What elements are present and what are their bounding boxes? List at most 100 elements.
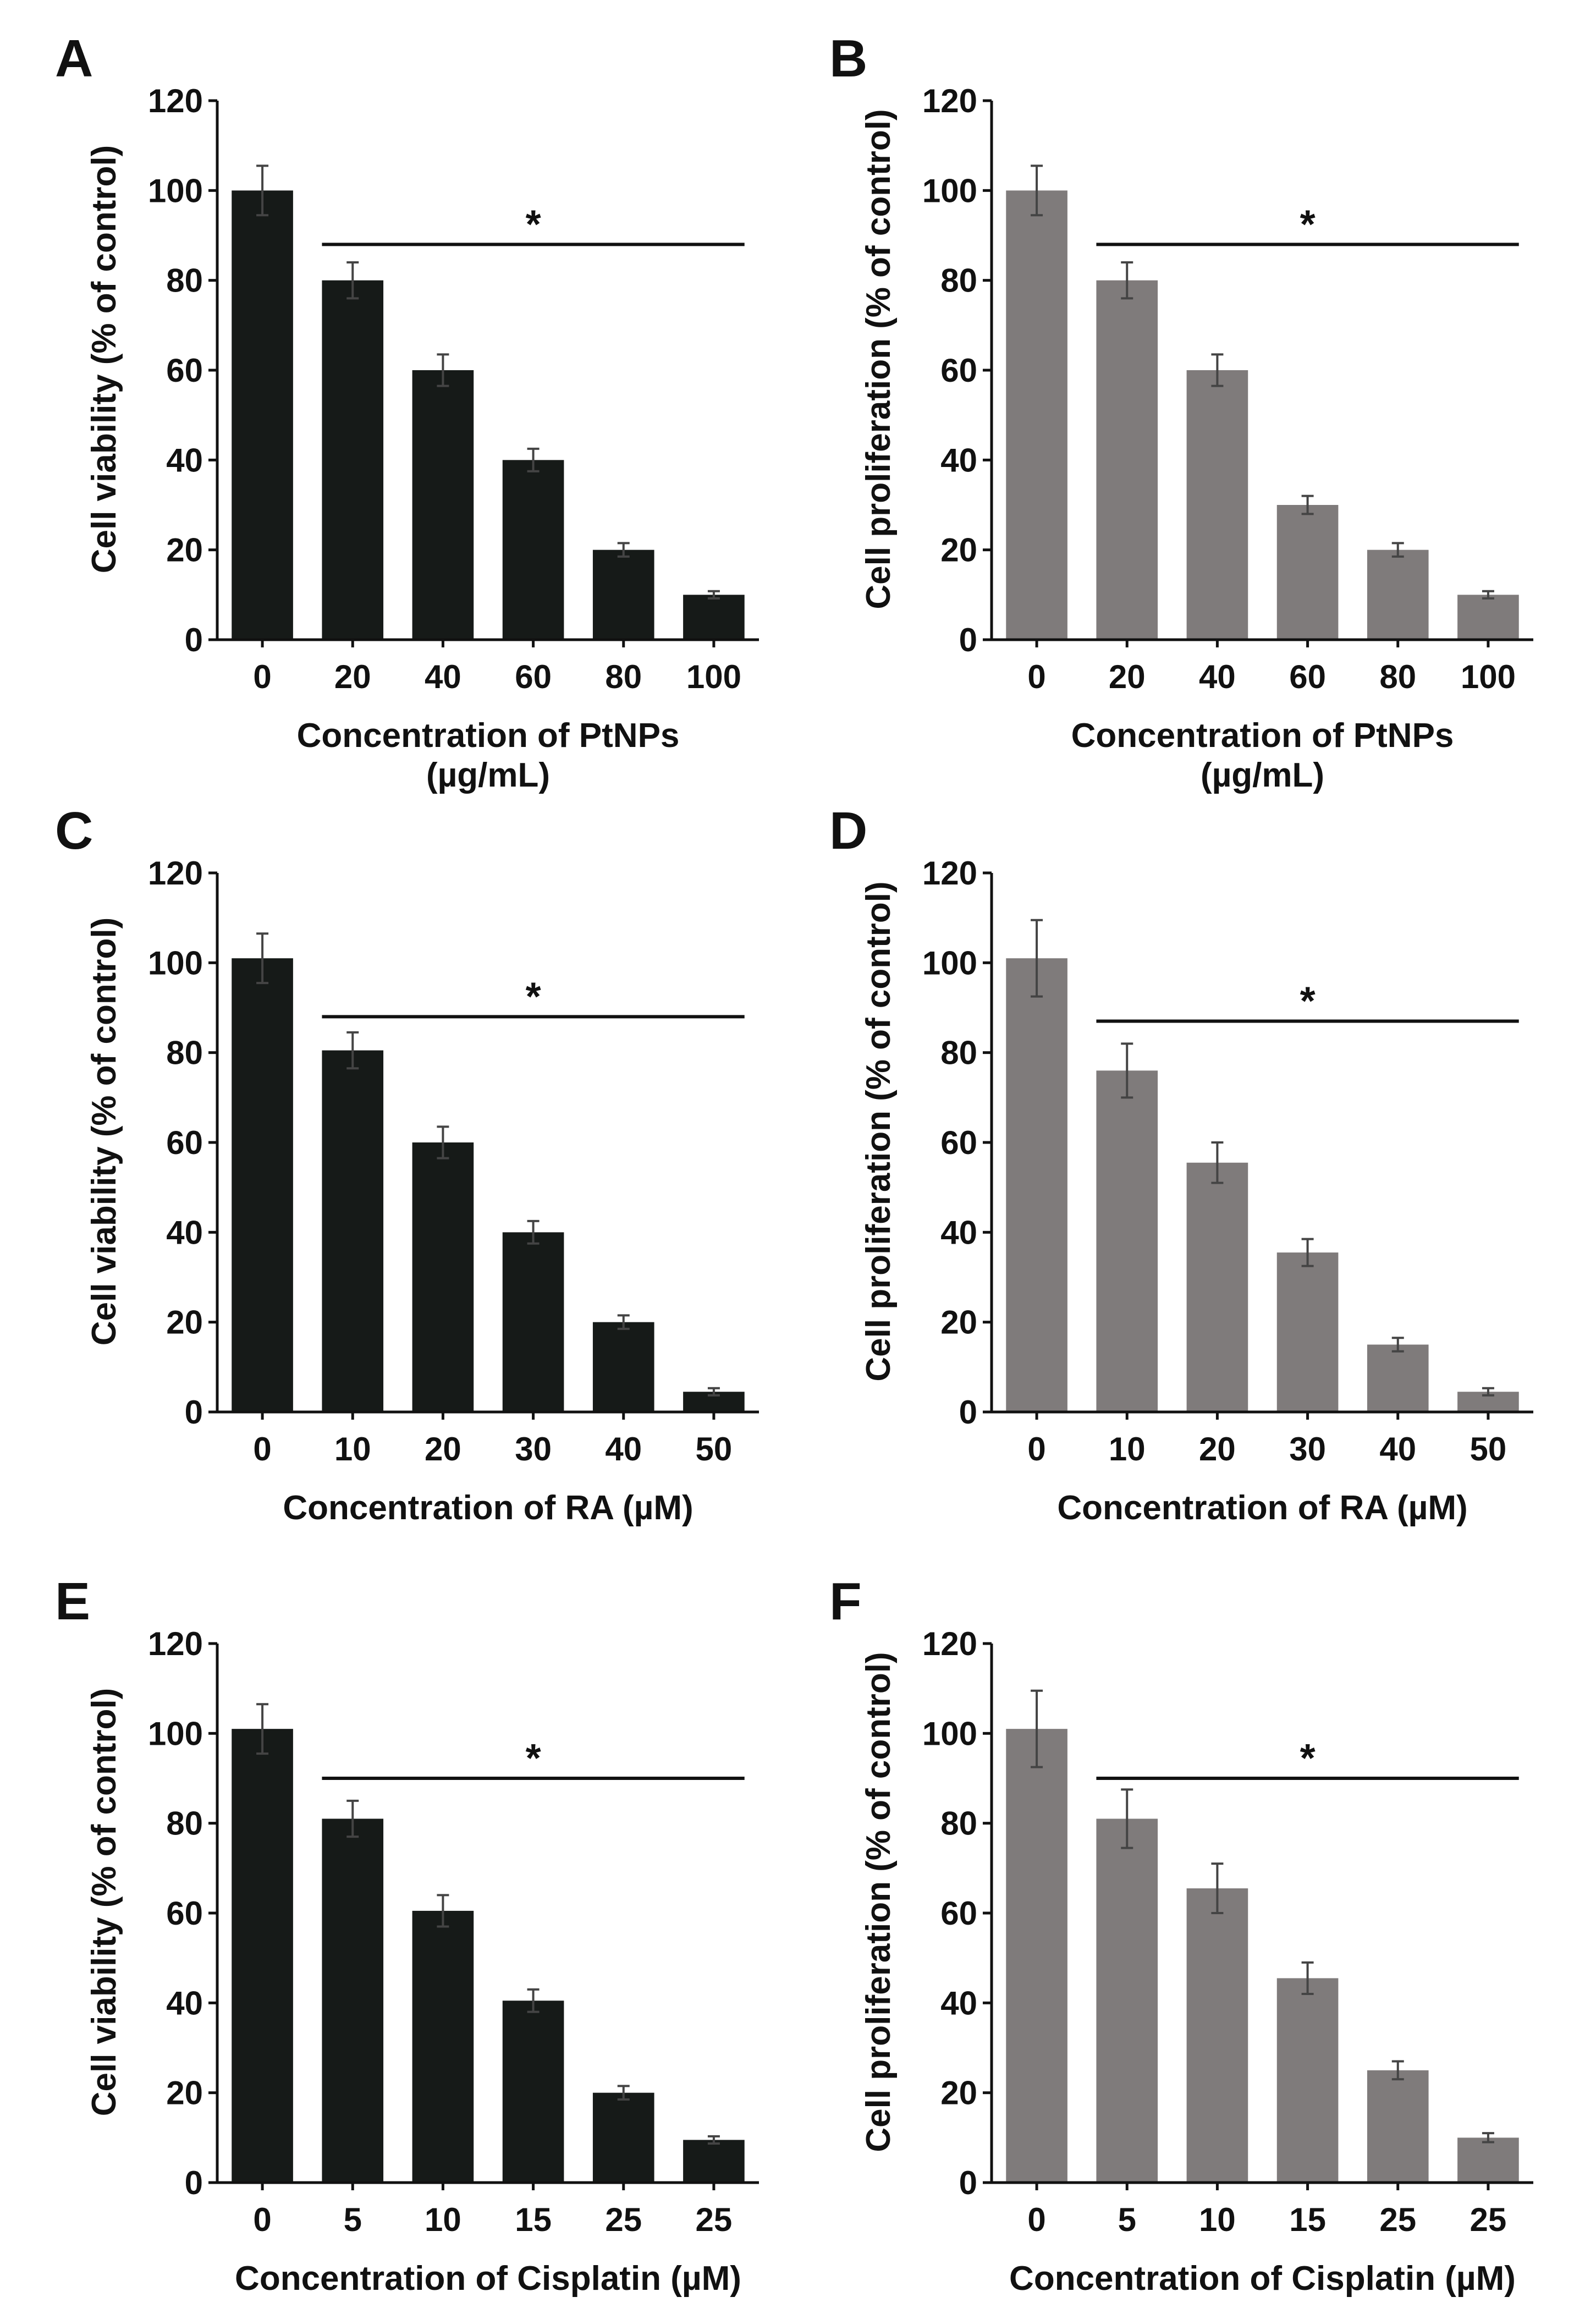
significance-star: *	[526, 975, 541, 1019]
y-tick-label: 80	[166, 1805, 203, 1842]
x-tick-label: 40	[605, 1431, 642, 1468]
y-tick-label: 120	[922, 83, 977, 119]
y-tick-label: 60	[940, 1895, 977, 1932]
y-tick-label: 100	[922, 172, 977, 209]
x-tick-label: 0	[1027, 2201, 1045, 2238]
bar	[412, 370, 474, 640]
bar	[1276, 505, 1339, 640]
x-tick-label: 25	[605, 2201, 642, 2238]
panel-e: E 0 5 10 15 25 25 0 20 40 60 80 100 120 Cell viability…	[55, 1572, 759, 2298]
x-axis-title: Concentration of Cisplatin (µM)	[235, 2260, 741, 2298]
x-tick-label: 60	[1289, 658, 1326, 695]
x-tick-label: 25	[1379, 2201, 1416, 2238]
y-tick-label: 100	[922, 944, 977, 981]
bar	[412, 1910, 474, 2183]
x-tick-label: 0	[253, 2201, 271, 2238]
x-axis-title: (µg/mL)	[1201, 756, 1324, 794]
x-tick-label: 40	[1379, 1431, 1416, 1468]
x-tick-label: 15	[515, 2201, 552, 2238]
y-tick-label: 120	[148, 83, 203, 119]
bar	[322, 1050, 384, 1412]
y-tick-label: 60	[166, 1124, 203, 1161]
y-tick-label: 120	[922, 1625, 977, 1662]
x-tick-label: 10	[1109, 1431, 1146, 1468]
bar	[1186, 1888, 1248, 2183]
bar	[1276, 1252, 1339, 1412]
bar	[1367, 549, 1429, 640]
significance-star: *	[526, 202, 541, 246]
panel-letter: F	[829, 1572, 862, 1631]
x-tick-label: 80	[1379, 658, 1416, 695]
y-tick-label: 120	[148, 855, 203, 892]
x-tick-label: 20	[334, 658, 371, 695]
x-axis-title: Concentration of PtNPs	[297, 717, 680, 755]
y-axis-title: Cell proliferation (% of control)	[860, 881, 898, 1381]
y-tick-label: 40	[166, 1985, 203, 2021]
y-tick-label: 80	[166, 262, 203, 299]
y-tick-label: 80	[940, 262, 977, 299]
x-tick-label: 30	[1289, 1431, 1326, 1468]
y-tick-label: 20	[940, 532, 977, 569]
bar	[502, 460, 564, 640]
y-tick-label: 60	[940, 352, 977, 389]
y-tick-label: 0	[185, 1394, 203, 1431]
bar	[1006, 190, 1067, 640]
panel-c: C 0 10 20 30 40 50 0 20 40 60 80 100 120 Cell viabilit…	[55, 801, 759, 1527]
x-tick-label: 0	[1027, 1431, 1045, 1468]
bar	[1457, 595, 1519, 640]
y-tick-label: 20	[166, 2075, 203, 2112]
bar	[683, 595, 745, 640]
y-axis-title: Cell viability (% of control)	[85, 917, 123, 1346]
x-tick-label: 0	[253, 658, 271, 695]
x-tick-label: 10	[1199, 2201, 1236, 2238]
x-tick-label: 5	[1118, 2201, 1136, 2238]
bar	[1006, 958, 1067, 1412]
bar	[502, 1232, 564, 1412]
x-tick-label: 20	[425, 1431, 461, 1468]
significance-star: *	[526, 1736, 541, 1781]
y-tick-label: 40	[166, 1214, 203, 1251]
significance-star: *	[1300, 1736, 1316, 1781]
y-axis-title: Cell proliferation (% of control)	[860, 109, 898, 609]
panel-b: B 0 20 40 60 80 100 0 20 40 60 80 100 120 Cell prolife…	[829, 29, 1533, 794]
y-tick-label: 120	[148, 1625, 203, 1662]
x-tick-label: 100	[686, 658, 741, 695]
y-axis-title: Cell proliferation (% of control)	[860, 1652, 898, 2152]
y-tick-label: 20	[940, 1304, 977, 1341]
bar	[1186, 1162, 1248, 1412]
x-axis-title: Concentration of Cisplatin (µM)	[1009, 2260, 1516, 2298]
x-tick-label: 25	[1470, 2201, 1507, 2238]
x-tick-label: 80	[605, 658, 642, 695]
x-tick-label: 0	[253, 1431, 271, 1468]
x-axis-title: (µg/mL)	[426, 756, 550, 794]
bar	[1006, 1729, 1067, 2183]
x-tick-label: 100	[1461, 658, 1516, 695]
y-tick-label: 40	[940, 442, 977, 479]
y-axis-title: Cell viability (% of control)	[85, 1688, 123, 2117]
y-tick-label: 100	[148, 944, 203, 981]
bar	[232, 1729, 293, 2183]
x-tick-label: 50	[1470, 1431, 1507, 1468]
bar	[592, 2092, 654, 2183]
y-tick-label: 0	[959, 2164, 977, 2201]
y-tick-label: 80	[940, 1035, 977, 1071]
bar	[232, 958, 293, 1412]
y-tick-label: 20	[940, 2075, 977, 2112]
x-axis-title: Concentration of PtNPs	[1071, 717, 1454, 755]
bar	[1096, 1070, 1158, 1412]
panel-a: A 0 20 40 60 80 100 0 20 40 60 80 100 120 Cell viabili…	[55, 29, 759, 794]
y-tick-label: 0	[185, 2164, 203, 2201]
x-axis-title: Concentration of RA (µM)	[1057, 1489, 1467, 1527]
bar	[232, 190, 293, 640]
y-tick-label: 80	[166, 1035, 203, 1071]
bar	[592, 549, 654, 640]
x-tick-label: 40	[1199, 658, 1236, 695]
x-tick-label: 60	[515, 658, 552, 695]
y-tick-label: 20	[166, 532, 203, 569]
bar	[592, 1322, 654, 1412]
x-tick-label: 50	[696, 1431, 733, 1468]
bar	[412, 1142, 474, 1412]
y-tick-label: 0	[185, 622, 203, 658]
y-tick-label: 100	[148, 1715, 203, 1752]
